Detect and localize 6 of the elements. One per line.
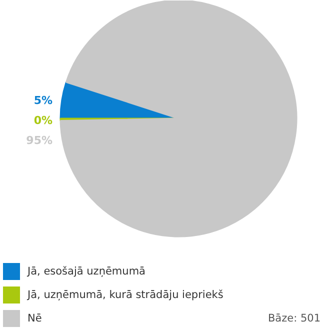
legend-label: Jā, uzņēmumā, kurā strādāju iepriekš [26,289,224,301]
legend-label: Nē [28,312,42,324]
data-label: 5% [34,94,53,107]
text: Bāze: 501 [268,312,321,324]
data-label: 0% [34,114,53,127]
legend-label: Jā, esošajā uzņēmumā [26,266,146,278]
